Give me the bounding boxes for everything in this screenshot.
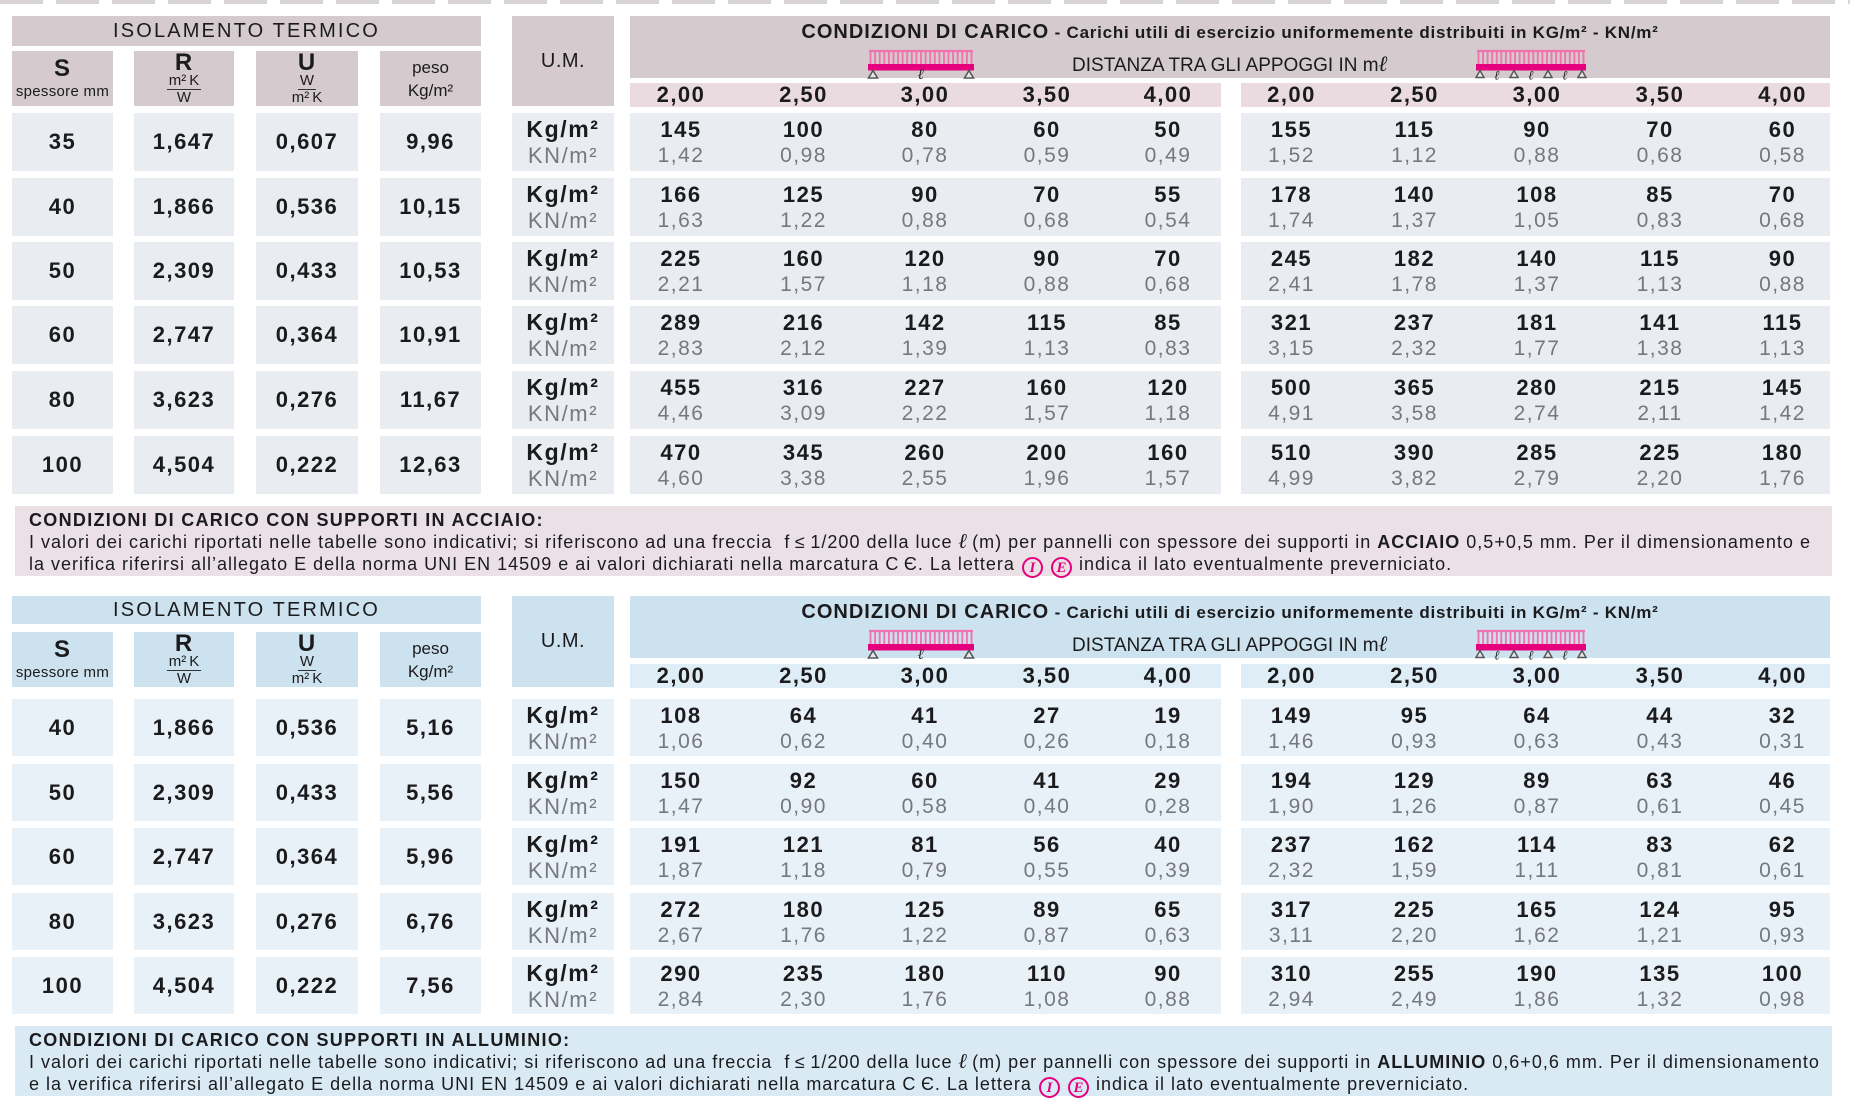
svg-text:ℓ: ℓ <box>918 647 924 661</box>
svg-text:ℓ: ℓ <box>1528 68 1534 82</box>
svg-text:ℓ: ℓ <box>918 67 924 81</box>
svg-text:ℓ: ℓ <box>1494 648 1500 662</box>
svg-text:ℓ: ℓ <box>1562 68 1568 82</box>
svg-text:ℓ: ℓ <box>1528 648 1534 662</box>
svg-text:ℓ: ℓ <box>1562 648 1568 662</box>
svg-text:ℓ: ℓ <box>1494 68 1500 82</box>
